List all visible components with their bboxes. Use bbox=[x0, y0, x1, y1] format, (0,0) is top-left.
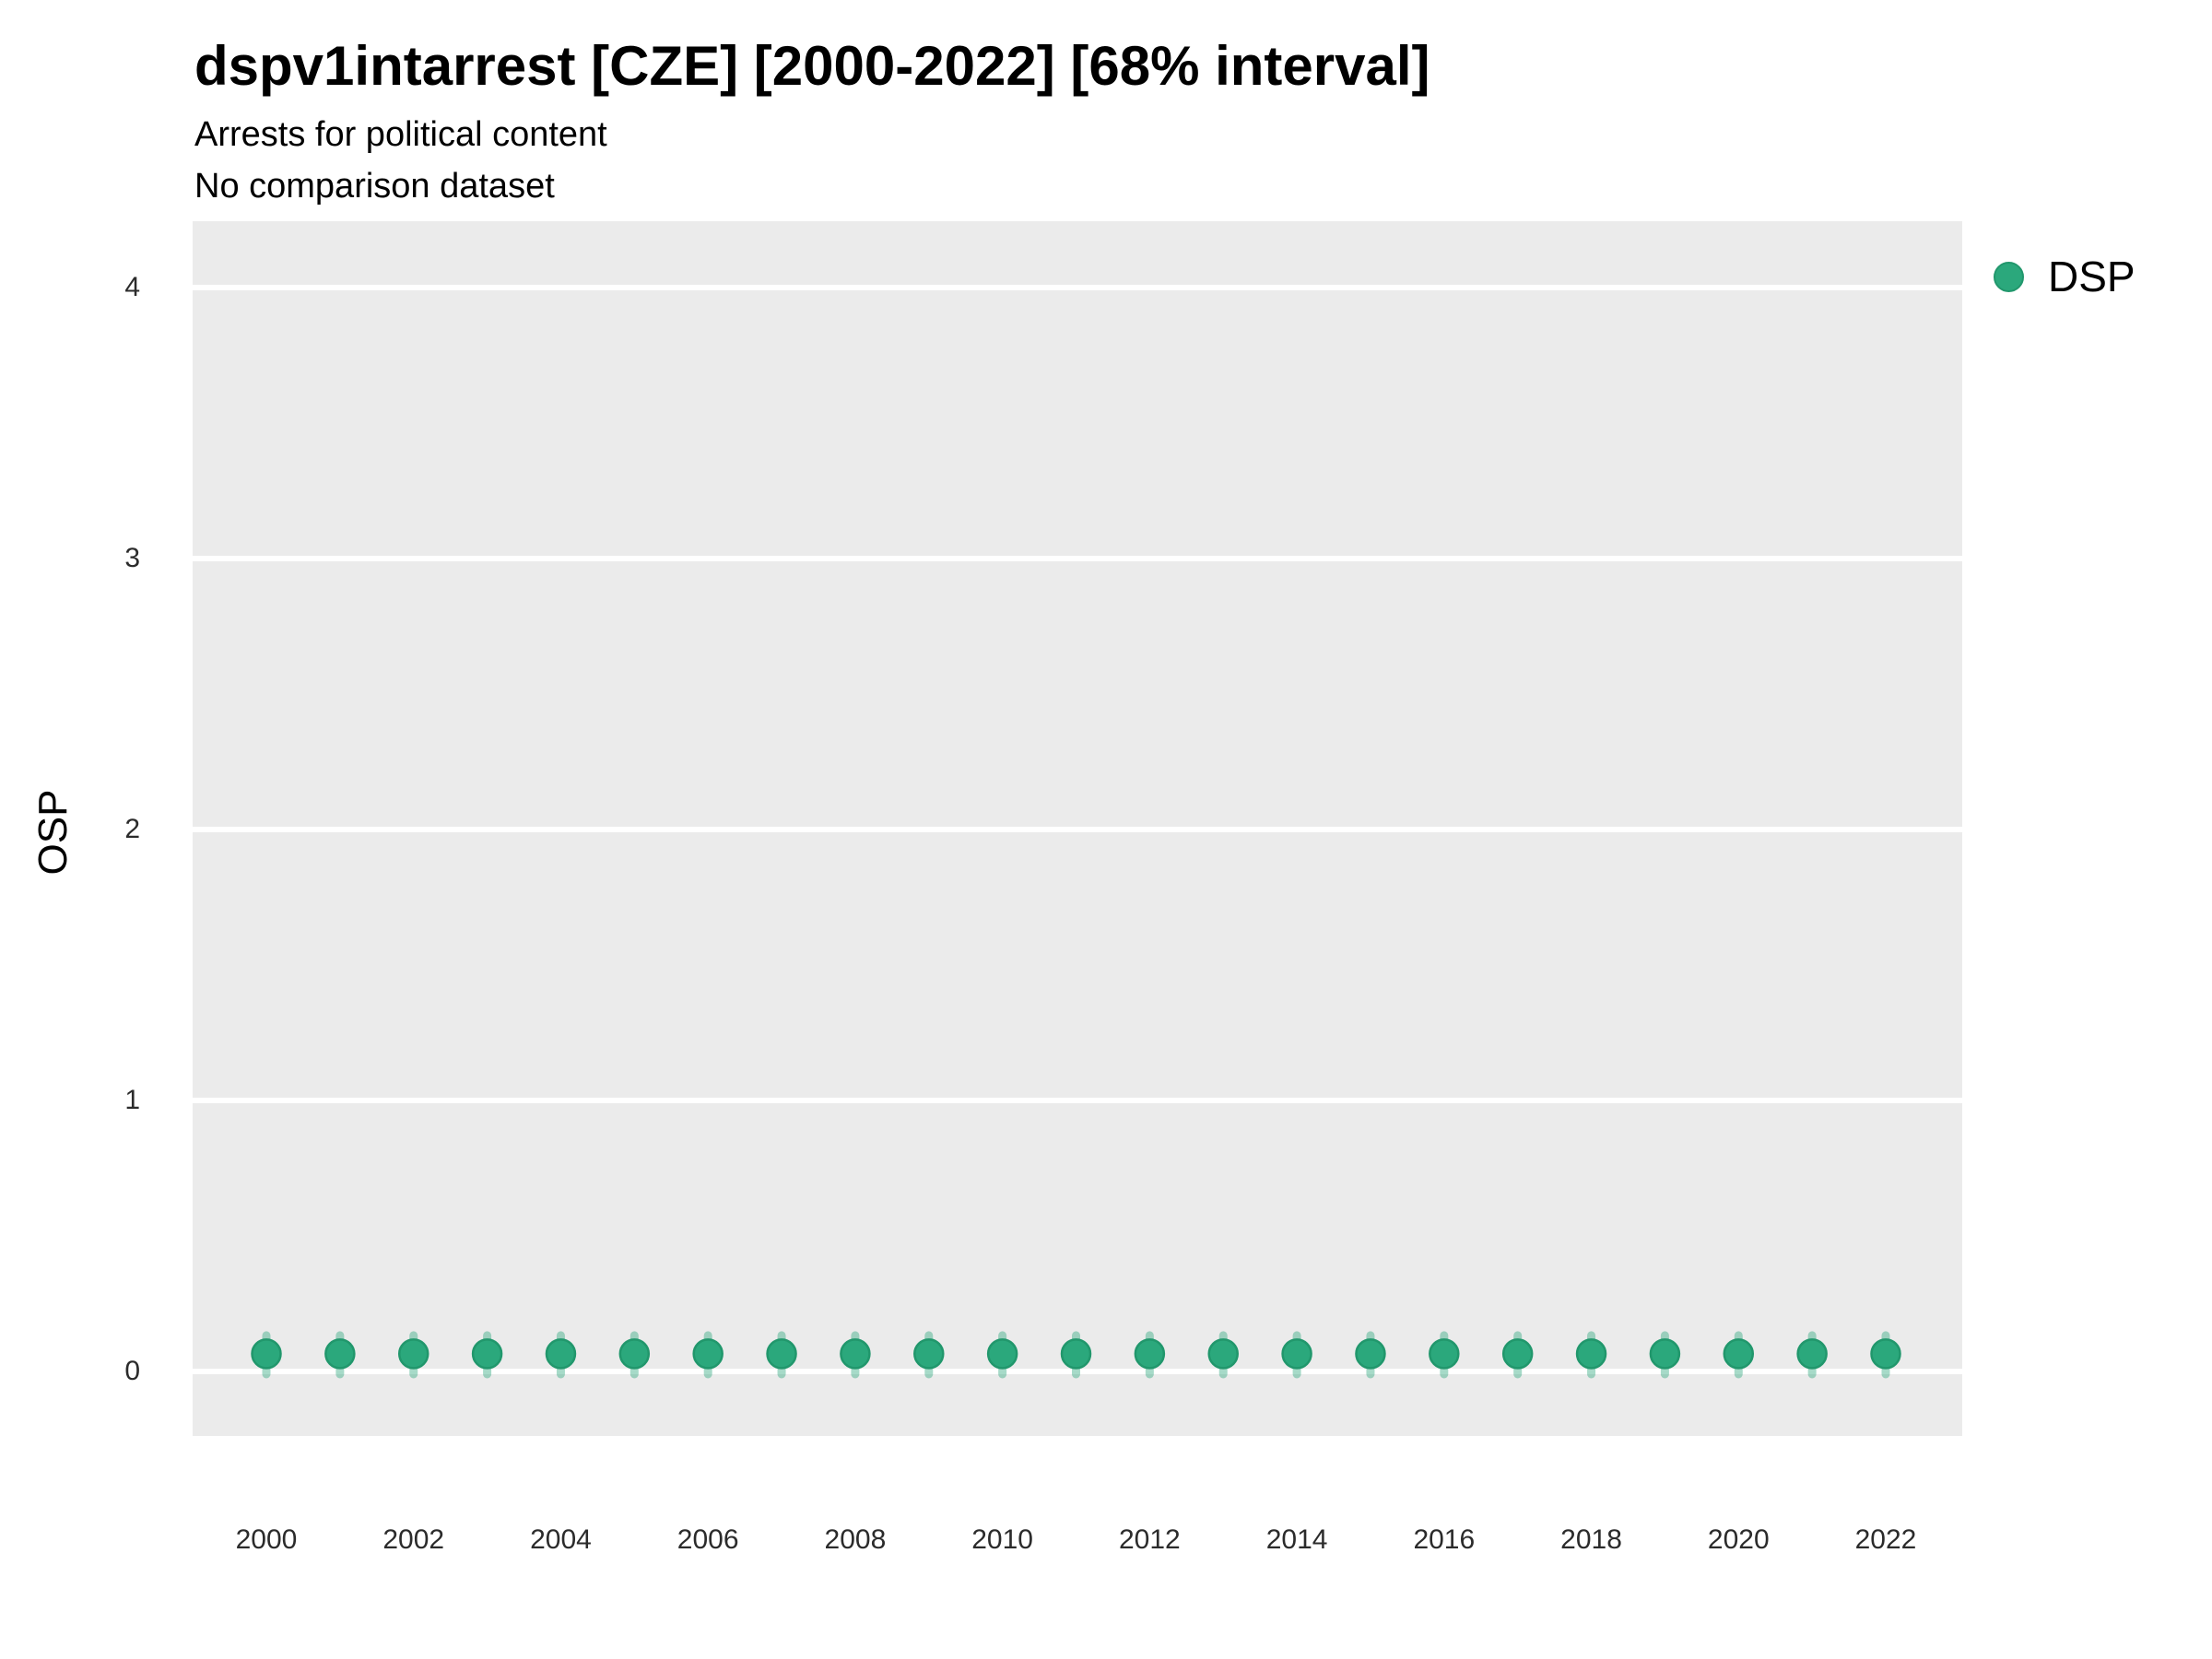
data-point bbox=[840, 1338, 871, 1370]
data-point bbox=[1649, 1338, 1681, 1370]
legend-circle-icon bbox=[1994, 261, 2024, 292]
x-tick-label: 2002 bbox=[382, 1524, 445, 1555]
data-point bbox=[1723, 1338, 1755, 1370]
data-point bbox=[1134, 1338, 1166, 1370]
y-tick-label: 1 bbox=[124, 1085, 140, 1115]
chart-subtitle-line1: Arrests for political content bbox=[194, 115, 607, 154]
data-point bbox=[251, 1338, 282, 1370]
x-tick-label: 2000 bbox=[235, 1524, 298, 1555]
x-tick-label: 2016 bbox=[1413, 1524, 1476, 1555]
plot-marks bbox=[193, 285, 1962, 1379]
x-tick-label: 2012 bbox=[1118, 1524, 1181, 1555]
legend: DSP bbox=[1994, 255, 2136, 298]
data-point bbox=[986, 1338, 1018, 1370]
x-tick-label: 2018 bbox=[1560, 1524, 1622, 1555]
data-point bbox=[1429, 1338, 1460, 1370]
x-tick-label: 2020 bbox=[1707, 1524, 1770, 1555]
data-point bbox=[692, 1338, 724, 1370]
x-tick-label: 2008 bbox=[824, 1524, 887, 1555]
y-tick-label: 0 bbox=[124, 1356, 140, 1386]
data-point bbox=[1281, 1338, 1312, 1370]
chart-title: dspv1intarrest [CZE] [2000-2022] [68% in… bbox=[194, 35, 1430, 97]
data-point bbox=[1060, 1338, 1092, 1370]
x-tick-label: 2022 bbox=[1854, 1524, 1917, 1555]
x-tick-label: 2004 bbox=[530, 1524, 592, 1555]
data-point bbox=[1870, 1338, 1901, 1370]
chart-subtitle-line2: No comparison dataset bbox=[194, 167, 555, 206]
x-tick-label: 2010 bbox=[971, 1524, 1033, 1555]
data-point bbox=[1796, 1338, 1828, 1370]
data-point bbox=[618, 1338, 651, 1370]
data-point bbox=[545, 1338, 577, 1370]
data-point bbox=[1501, 1338, 1534, 1370]
data-point bbox=[1207, 1338, 1239, 1370]
data-point bbox=[324, 1338, 356, 1370]
data-point bbox=[397, 1338, 429, 1370]
data-point bbox=[913, 1338, 945, 1370]
data-point bbox=[766, 1338, 797, 1370]
chart-subtitle: Arrests for political content No compari… bbox=[194, 109, 607, 212]
legend-item-label: DSP bbox=[2048, 253, 2136, 300]
data-point bbox=[471, 1338, 503, 1370]
y-tick-label: 3 bbox=[124, 543, 140, 573]
data-point bbox=[1355, 1338, 1386, 1370]
plot-panel bbox=[193, 221, 1962, 1436]
x-tick-label: 2014 bbox=[1265, 1524, 1328, 1555]
y-tick-label: 2 bbox=[124, 814, 140, 844]
data-point bbox=[1575, 1338, 1607, 1370]
y-tick-label: 4 bbox=[124, 272, 140, 302]
x-tick-label: 2006 bbox=[677, 1524, 739, 1555]
